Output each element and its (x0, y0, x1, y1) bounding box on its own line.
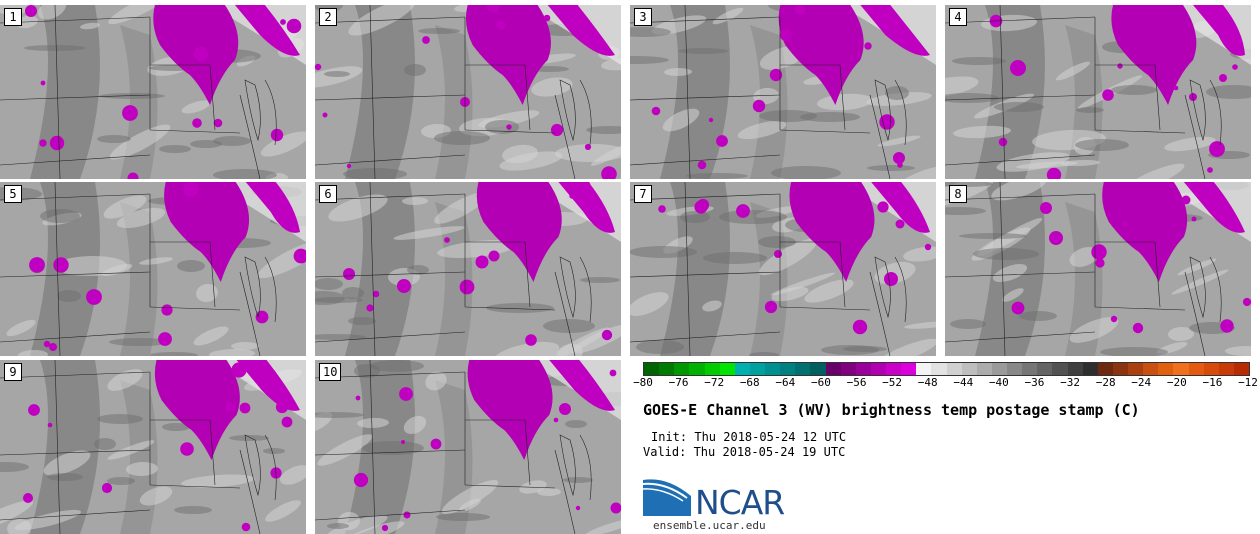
colorbar-bin (765, 363, 781, 375)
colorbar-bin (886, 363, 902, 375)
colorbar-bin (1022, 363, 1038, 375)
map-panel-5: 5 (0, 182, 306, 356)
colorbar-tick-label: −76 (668, 376, 689, 389)
colorbar-tick-label: −40 (988, 376, 1009, 389)
colorbar-tick-label: −32 (1060, 376, 1080, 389)
map-panel-8: 8 (945, 182, 1251, 356)
colorbar-bin (991, 363, 1007, 375)
colorbar-bin (1173, 363, 1189, 375)
colorbar-tick-label: −44 (953, 376, 974, 389)
colorbar-bin (795, 363, 811, 375)
colorbar-tick-label: −72 (704, 376, 725, 389)
colorbar (643, 362, 1250, 376)
colorbar-bin (870, 363, 886, 375)
colorbar-tick-label: −48 (917, 376, 938, 389)
colorbar-bin (976, 363, 992, 375)
colorbar-bin (825, 363, 841, 375)
panel-number: 5 (4, 185, 22, 203)
colorbar-tick-label: −28 (1095, 376, 1116, 389)
ncar-logo-text: NCAR (695, 483, 785, 522)
colorbar-bin (1052, 363, 1068, 375)
colorbar-tick-label: −68 (739, 376, 760, 389)
valid-time: Valid: Thu 2018-05-24 19 UTC (643, 445, 846, 459)
colorbar-bin (961, 363, 977, 375)
colorbar-bin (1112, 363, 1128, 375)
colorbar-bin (749, 363, 765, 375)
colorbar-tick-label: −80 (633, 376, 653, 389)
colorbar-bin (1233, 363, 1249, 375)
panel-number: 8 (949, 185, 967, 203)
colorbar-bin (931, 363, 947, 375)
panel-number: 10 (319, 363, 342, 381)
panel-number: 1 (4, 8, 22, 26)
colorbar-bin (916, 363, 932, 375)
map-panel-1: 1 (0, 5, 306, 179)
colorbar-bin (704, 363, 720, 375)
colorbar-bin (689, 363, 705, 375)
colorbar-bin (946, 363, 962, 375)
colorbar-bin (1203, 363, 1219, 375)
colorbar-bin (1143, 363, 1159, 375)
map-panel-9: 9 (0, 360, 306, 534)
panel-number: 3 (634, 8, 652, 26)
colorbar-bin (674, 363, 690, 375)
colorbar-tick-label: −60 (811, 376, 831, 389)
colorbar-tick-label: −36 (1024, 376, 1045, 389)
colorbar-bin (840, 363, 856, 375)
colorbar-bin (719, 363, 735, 375)
colorbar-bin (734, 363, 750, 375)
colorbar-tick-label: −24 (1131, 376, 1152, 389)
colorbar-bin (810, 363, 826, 375)
colorbar-bin (1158, 363, 1174, 375)
map-panel-2: 2 (315, 5, 621, 179)
colorbar-tick-label: −12 (1238, 376, 1258, 389)
colorbar-bin (901, 363, 917, 375)
panel-number: 6 (319, 185, 337, 203)
colorbar-bin (1037, 363, 1053, 375)
colorbar-bin (780, 363, 796, 375)
colorbar-bin (659, 363, 675, 375)
figure-title: GOES-E Channel 3 (WV) brightness temp po… (643, 401, 1140, 419)
colorbar-tick-label: −64 (775, 376, 796, 389)
colorbar-bin (644, 363, 660, 375)
map-panel-4: 4 (945, 5, 1251, 179)
panel-number: 2 (319, 8, 337, 26)
colorbar-tick-label: −16 (1202, 376, 1223, 389)
init-time: Init: Thu 2018-05-24 12 UTC (651, 430, 847, 444)
colorbar-tick-label: −20 (1166, 376, 1187, 389)
colorbar-ticks: −80 −76 −72 −68 −64 −60 −56 −52 −48 −44 −40 −36 −32 −… (633, 376, 1258, 396)
map-panel-10: 10 (315, 360, 621, 534)
colorbar-tick-label: −56 (846, 376, 867, 389)
panel-number: 7 (634, 185, 652, 203)
colorbar-tick-label: −52 (882, 376, 903, 389)
ncar-logo-swoosh-icon (643, 479, 691, 516)
map-panel-7: 7 (630, 182, 936, 356)
colorbar-bin (855, 363, 871, 375)
colorbar-bin (1128, 363, 1144, 375)
colorbar-bin (1188, 363, 1204, 375)
colorbar-bin (1097, 363, 1113, 375)
map-panel-6: 6 (315, 182, 621, 356)
colorbar-bin (1007, 363, 1023, 375)
colorbar-bin (1082, 363, 1098, 375)
panel-number: 9 (4, 363, 22, 381)
ncar-url: ensemble.ucar.edu (653, 519, 766, 532)
panel-number: 4 (949, 8, 967, 26)
map-panel-3: 3 (630, 5, 936, 179)
colorbar-bin (1218, 363, 1234, 375)
colorbar-bin (1067, 363, 1083, 375)
